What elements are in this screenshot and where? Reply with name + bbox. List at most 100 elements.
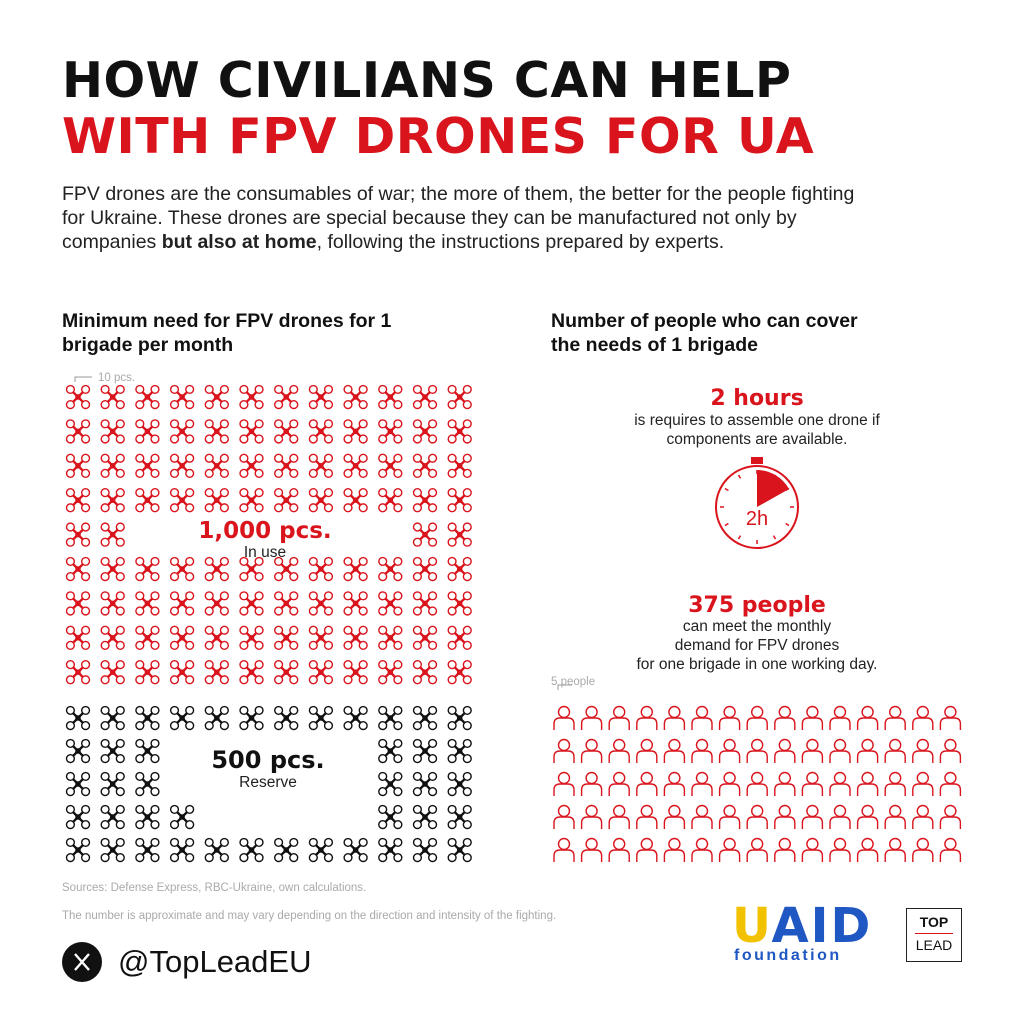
- drone-icon: [447, 521, 473, 548]
- person-icon: [829, 837, 851, 863]
- drone-icon: [100, 487, 126, 513]
- person-icon: [718, 738, 741, 764]
- intro: FPV drones are the consumables of war; t…: [62, 182, 882, 254]
- drone-icon: [377, 453, 403, 479]
- drone-icon: [447, 771, 473, 797]
- drone-icon: [308, 418, 334, 445]
- clock-tick: [724, 522, 729, 527]
- person-icon: [663, 738, 686, 764]
- person-icon: [608, 804, 630, 830]
- people-text: can meet the monthly demand for FPV dron…: [570, 617, 944, 674]
- drone-icon: [342, 659, 369, 685]
- drone-icon: [273, 453, 299, 479]
- person-icon: [553, 804, 575, 830]
- drone-icon: [204, 705, 230, 731]
- drone-icon: [342, 625, 369, 651]
- x-mark: [74, 953, 90, 971]
- drone-icon: [169, 804, 195, 830]
- person-icon: [636, 804, 658, 830]
- legend-bracket: [74, 376, 92, 382]
- drone-icon: [65, 556, 91, 582]
- in-use-value: 1,000 pcs.: [198, 518, 332, 544]
- legend: 10 pcs.: [98, 372, 136, 384]
- drone-icon: [238, 705, 265, 731]
- drone-icon: [412, 705, 438, 731]
- drone-icon: [169, 837, 195, 863]
- drone-icon: [342, 705, 369, 731]
- drone-icon: [65, 384, 91, 410]
- clock-tick: [785, 487, 790, 492]
- right-heading: Number of people who can cover the needs…: [551, 310, 858, 356]
- drone-icon: [65, 418, 91, 445]
- person-icon: [801, 804, 824, 830]
- intro-text: , following the instructions prepared by…: [316, 231, 725, 253]
- drone-icon: [412, 837, 438, 863]
- drone-icon: [65, 590, 91, 617]
- drone-icon: [100, 590, 126, 617]
- person-icon: [912, 771, 934, 797]
- drone-icon: [134, 659, 161, 685]
- logo-top: TOP: [915, 909, 953, 934]
- drone-icon: [65, 837, 91, 863]
- drone-icon: [238, 659, 265, 685]
- drone-icon: [447, 738, 473, 764]
- person-icon: [553, 738, 575, 764]
- drone-icon: [377, 556, 403, 582]
- person-icon: [884, 705, 906, 731]
- drone-icon: [100, 625, 126, 651]
- clock-tick: [724, 487, 729, 492]
- clock: [715, 457, 799, 549]
- drone-icon: [169, 453, 195, 479]
- drone-icon: [169, 625, 195, 651]
- person-icon: [856, 771, 879, 797]
- drone-icon: [447, 556, 473, 582]
- person-icon: [829, 804, 851, 830]
- drone-icon: [447, 804, 473, 830]
- drone-icon: [308, 705, 334, 731]
- person-icon: [636, 837, 658, 863]
- drone-icon: [447, 659, 473, 685]
- person-icon: [939, 837, 962, 863]
- drone-icon: [238, 487, 265, 513]
- person-icon: [884, 837, 906, 863]
- drone-icon: [342, 837, 369, 863]
- drone-icon: [169, 590, 195, 617]
- person-icon: [580, 804, 603, 830]
- intro-bold: but also at home: [161, 231, 317, 253]
- drone-icon: [204, 625, 230, 651]
- reserve-value: 500 pcs.: [211, 746, 325, 774]
- logo: UAID: [732, 898, 873, 954]
- people-line: can meet the monthly: [682, 618, 832, 635]
- clock-button: [751, 457, 763, 464]
- clock-wedge: [757, 470, 789, 507]
- drone-icon: [238, 453, 265, 479]
- drone-icon: [238, 837, 265, 863]
- drone-icon: [377, 625, 403, 651]
- handle: @TopLeadEU: [118, 944, 312, 979]
- logo-sub: foundation: [734, 947, 842, 964]
- logo-bottom: LEAD: [915, 937, 953, 953]
- person-icon: [884, 738, 906, 764]
- drone-icon: [377, 738, 403, 764]
- person-icon: [939, 738, 962, 764]
- logo-box: TOP LEAD: [906, 908, 962, 962]
- drone-icon: [100, 418, 126, 445]
- drone-icon: [342, 487, 369, 513]
- person-icon: [691, 705, 713, 731]
- drone-icon: [134, 738, 161, 764]
- person-icon: [856, 804, 879, 830]
- drone-icon: [134, 590, 161, 617]
- person-icon: [608, 738, 630, 764]
- drone-icon: [169, 384, 195, 410]
- drone-icon: [273, 659, 299, 685]
- person-icon: [856, 738, 879, 764]
- drone-icon: [65, 453, 91, 479]
- drone-icon: [447, 418, 473, 445]
- person-icon: [829, 771, 851, 797]
- person-icon: [663, 771, 686, 797]
- drone-icon: [238, 384, 265, 410]
- hours-text: is requires to assemble one drone if com…: [634, 412, 880, 448]
- person-icon: [746, 738, 768, 764]
- legend-bracket: [557, 684, 572, 690]
